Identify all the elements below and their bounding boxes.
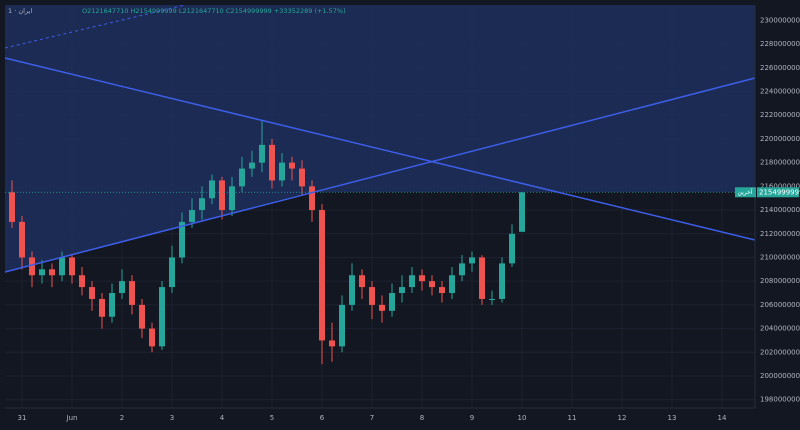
candle-body	[199, 198, 205, 211]
y-tick-label: 2100000000	[760, 253, 800, 261]
x-tick-label: 31	[18, 414, 27, 422]
ohlc-header: O2121647710 H2154999999 L2121647710 C215…	[82, 7, 346, 15]
candle-body	[349, 275, 355, 305]
candle-body	[279, 162, 285, 181]
candle-body	[519, 192, 525, 232]
candle-body	[159, 287, 165, 347]
price-tag-label: آخرین	[738, 187, 753, 196]
x-tick-label: Jun	[66, 414, 78, 422]
candle-body	[239, 168, 245, 187]
candle-body	[419, 275, 425, 282]
candle-body	[459, 263, 465, 276]
x-tick-label: 5	[270, 414, 274, 422]
candle-body	[479, 257, 485, 299]
trendline	[4, 57, 756, 241]
y-tick-label: 2220000000	[760, 111, 800, 119]
y-tick-label: 2060000000	[760, 301, 800, 309]
candle-body	[19, 221, 25, 258]
candle-body	[169, 257, 175, 288]
candle-body	[429, 281, 435, 288]
y-tick-label: 2080000000	[760, 277, 800, 285]
candle-body	[329, 340, 335, 347]
trendline	[4, 4, 186, 49]
candle-body	[249, 162, 255, 169]
x-tick-label: 4	[220, 414, 225, 422]
symbol: 1 · ایران	[8, 7, 32, 15]
candle-body	[219, 180, 225, 211]
y-tick-label: 2280000000	[760, 40, 800, 48]
candle-body	[269, 144, 275, 181]
y-tick-label: 2020000000	[760, 348, 800, 356]
candle-body	[149, 328, 155, 347]
x-tick-label: 8	[420, 414, 424, 422]
candle-body	[179, 221, 185, 258]
candle-body	[49, 269, 55, 276]
axes: 1980000000 2000000000 2020000000 2040000000…	[18, 16, 800, 422]
candle-body	[499, 263, 505, 299]
candles	[5, 121, 755, 365]
candle-body	[119, 281, 125, 294]
candle-body	[369, 287, 375, 305]
candle-body	[299, 168, 305, 187]
candle-body	[289, 162, 295, 169]
candle-body	[109, 293, 115, 317]
x-tick-label: 14	[718, 414, 727, 422]
candle-body	[9, 192, 15, 222]
candle-body	[359, 275, 365, 288]
y-tick-label: 2160000000	[760, 182, 800, 190]
y-tick-label: 2300000000	[760, 16, 800, 24]
candle-body	[139, 304, 145, 329]
y-tick-label: 2120000000	[760, 230, 800, 238]
x-tick-label: 2	[120, 414, 124, 422]
price-tag-label-bg	[735, 187, 756, 198]
candle-body	[29, 257, 35, 276]
x-tick-label: 6	[320, 414, 325, 422]
y-tick-label: 2140000000	[760, 206, 800, 214]
candle-body	[319, 210, 325, 341]
candle-body	[39, 269, 45, 276]
candle-body	[259, 144, 265, 163]
candle-body	[339, 304, 345, 347]
candle-body	[469, 257, 475, 264]
candle-body	[309, 186, 315, 211]
x-tick-label: 7	[370, 414, 374, 422]
x-tick-label: 13	[668, 414, 677, 422]
candle-body	[99, 298, 105, 317]
candle-body	[489, 298, 495, 300]
candle-body	[89, 287, 95, 299]
candle-body	[379, 304, 385, 311]
price-tag-value: 2154999999	[759, 188, 800, 196]
candle-body	[389, 293, 395, 311]
candle-body	[449, 275, 455, 294]
x-tick-label: 10	[518, 414, 527, 422]
y-tick-label: 2180000000	[760, 159, 800, 167]
candle-body	[69, 257, 75, 276]
shaded-zone	[5, 5, 755, 192]
y-tick-label: 2200000000	[760, 135, 800, 143]
y-tick-label: 1980000000	[760, 396, 800, 404]
y-tick-label: 2260000000	[760, 64, 800, 72]
candle-body	[189, 210, 195, 222]
candle-body	[439, 287, 445, 294]
x-tick-label: 12	[618, 414, 627, 422]
y-tick-label: 2040000000	[760, 325, 800, 333]
y-tick-label: 2240000000	[760, 88, 800, 96]
candle-body	[129, 281, 135, 305]
candle-body	[509, 233, 515, 264]
y-tick-label: 2000000000	[760, 372, 800, 380]
x-tick-label: 9	[470, 414, 474, 422]
candle-body	[79, 275, 85, 288]
trendline	[4, 77, 756, 273]
candle-body	[209, 180, 215, 199]
candle-body	[409, 275, 415, 288]
x-tick-label: 3	[170, 414, 174, 422]
candle-body	[229, 186, 235, 211]
price-tag	[757, 187, 799, 198]
x-tick-label: 11	[568, 414, 577, 422]
candle-body	[59, 257, 65, 276]
candle-body	[399, 287, 405, 294]
